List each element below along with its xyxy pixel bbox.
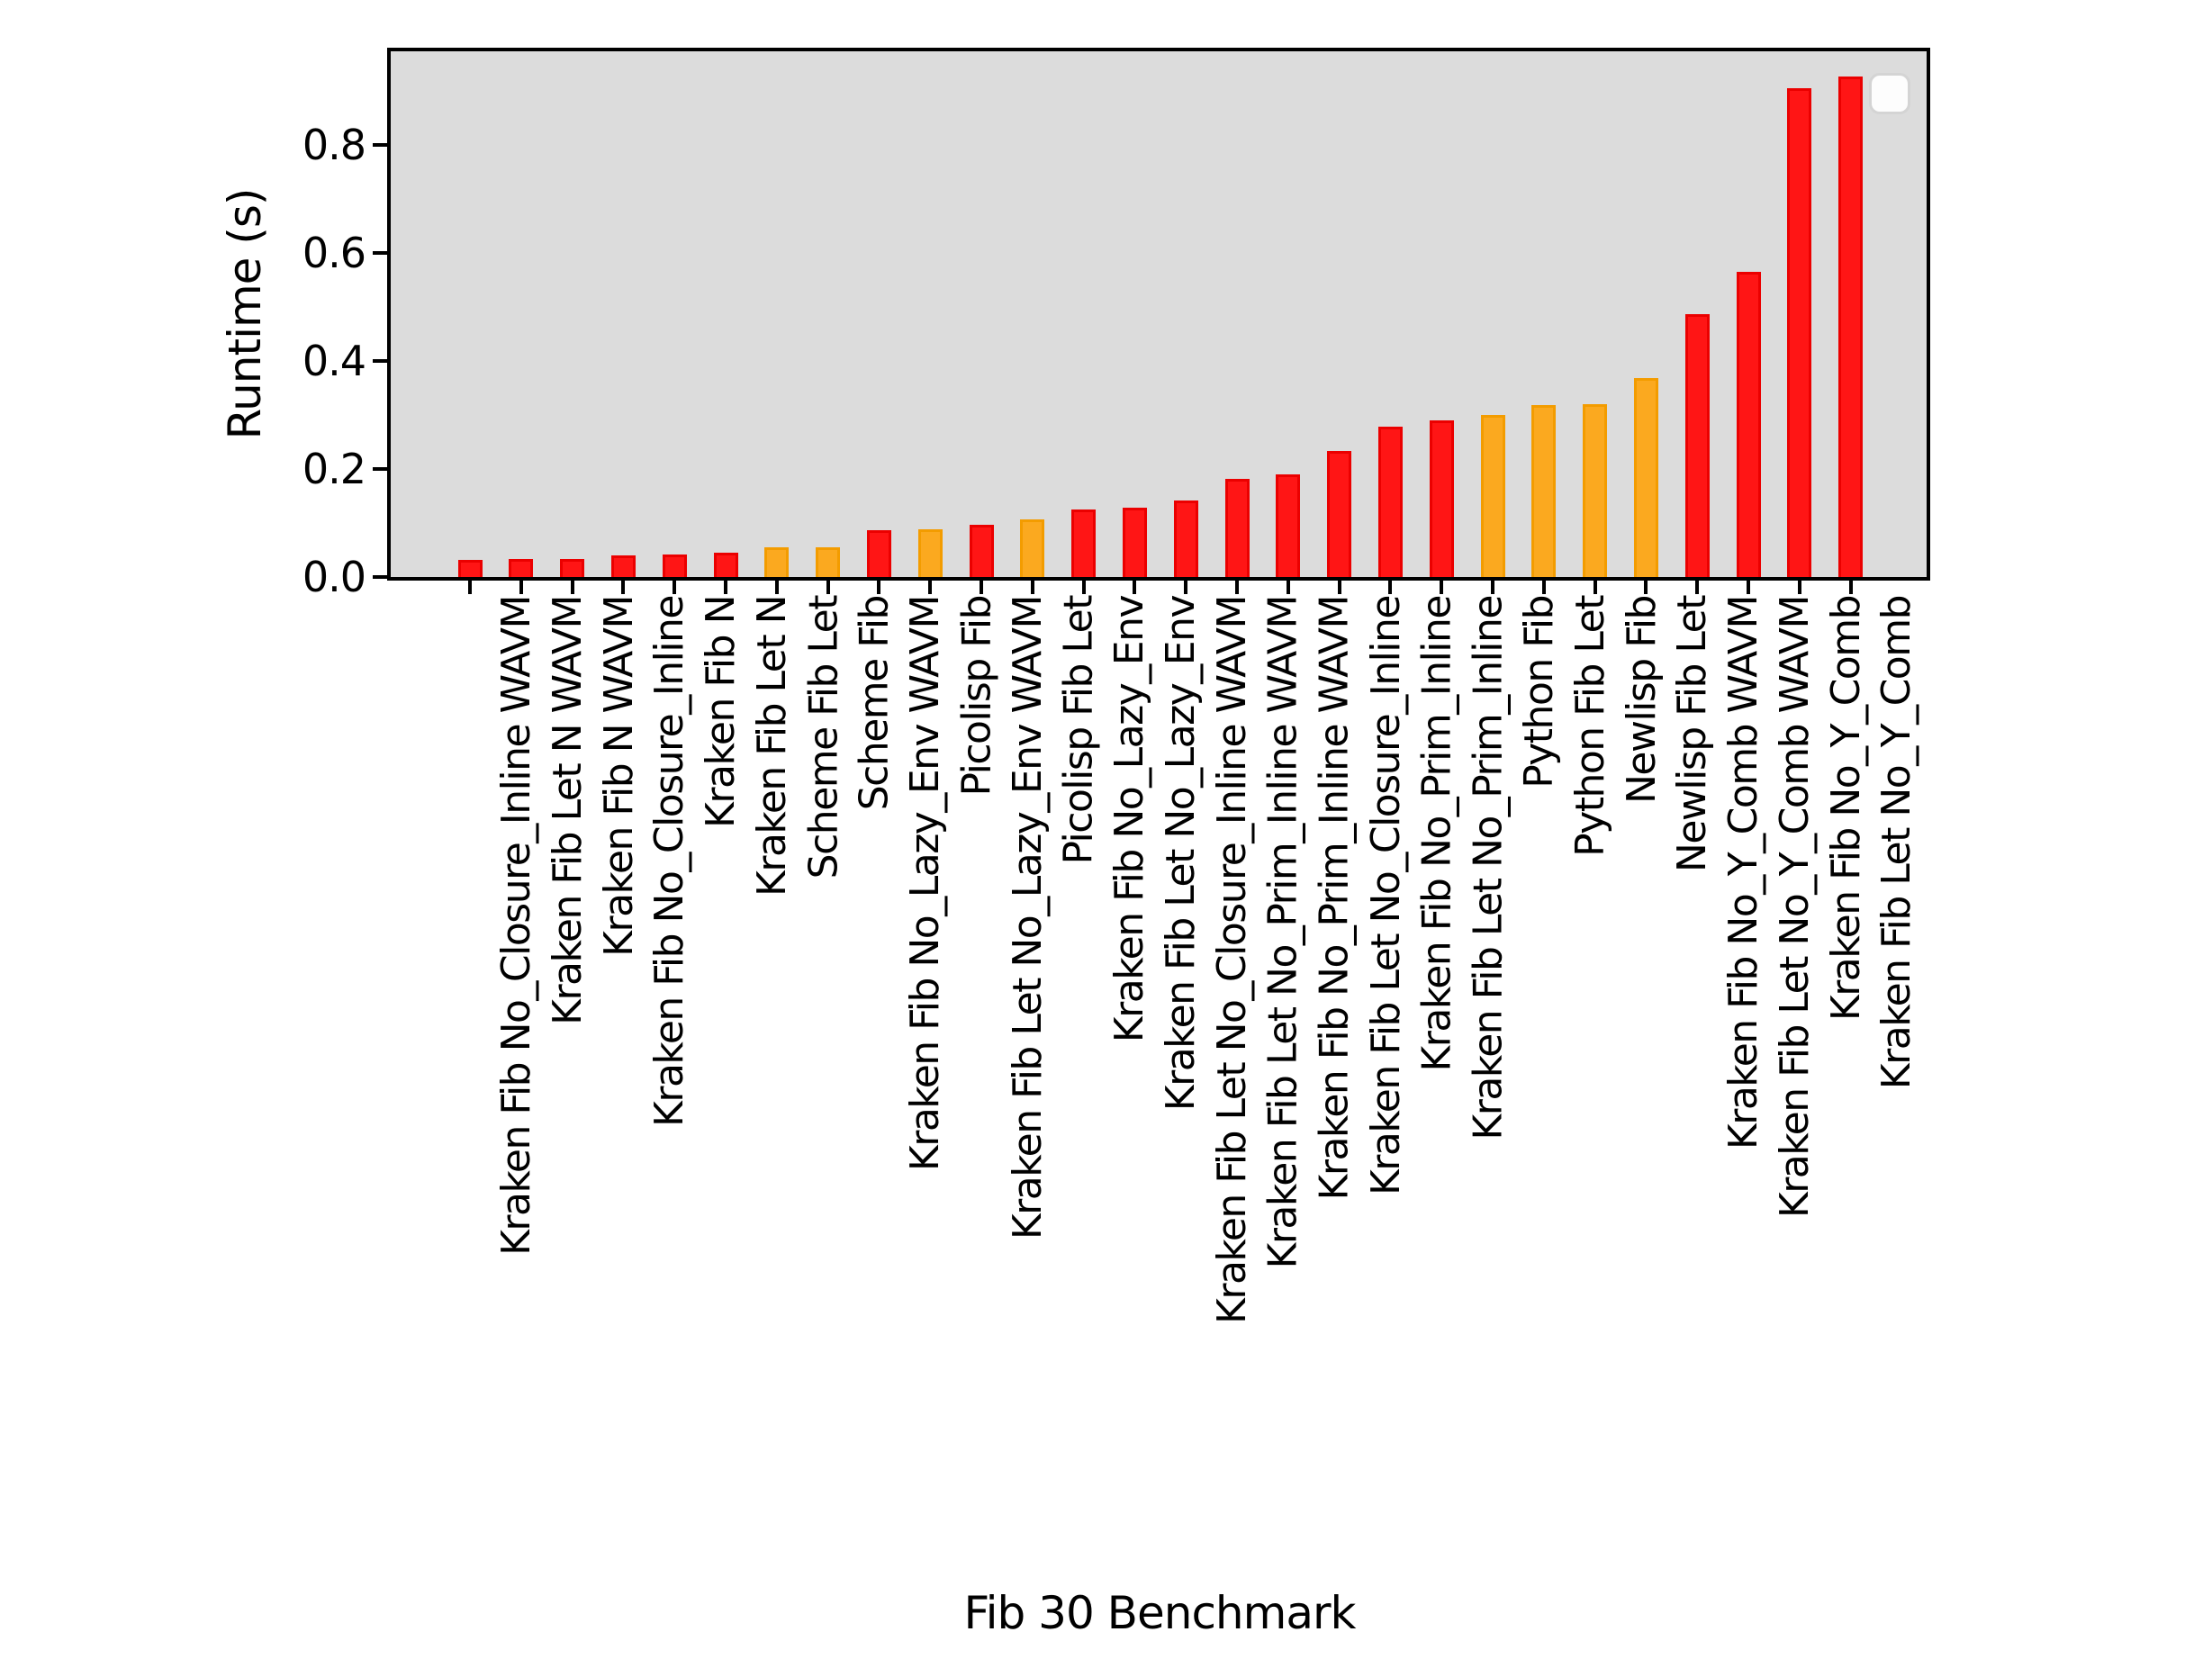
x-tick-label: Kraken Fib No_Closure_Inline WAVM [493,596,539,1256]
x-tick-label: Kraken Fib Let No_Prim_Inline WAVM [1260,596,1306,1269]
x-tick-mark [468,581,472,594]
x-tick-label: Kraken Fib Let No_Lazy_Env WAVM [1005,596,1051,1240]
bar [1020,519,1045,577]
bar [1838,77,1864,577]
x-tick-label: Kraken Fib Let No_Y_Comb [1873,596,1920,1090]
x-tick-label: Kraken Fib Let N WAVM [544,596,591,1025]
bar [1122,508,1147,577]
bar [713,553,738,577]
y-tick-mark [373,359,387,364]
x-tick-mark [1184,581,1188,594]
x-tick-mark [826,581,830,594]
x-tick-mark [1593,581,1597,594]
x-tick-mark [1030,581,1034,594]
bar [1276,474,1301,577]
x-tick-mark [1695,581,1700,594]
x-tick-label: Picolisp Fib [953,596,1000,797]
bar [1684,314,1710,577]
x-tick-mark [621,581,626,594]
x-tick-label: Kraken Fib No_Lazy_Env [1106,596,1153,1043]
bar [662,555,687,577]
x-tick-mark [1541,581,1546,594]
x-tick-mark [570,581,574,594]
x-tick-mark [724,581,727,594]
x-tick-label: Kraken Fib N WAVM [595,596,642,957]
x-tick-mark [1388,581,1393,594]
x-tick-mark [928,581,933,594]
x-tick-label: Python Fib Let [1566,596,1613,857]
bar [1531,405,1557,577]
bar [1071,509,1097,577]
x-tick-mark [1848,581,1853,594]
bar [1173,500,1198,577]
bar [1583,404,1608,577]
y-tick-label: 0.6 [302,229,366,278]
bar [1480,415,1505,577]
bar [1429,420,1454,577]
bar [816,547,841,577]
bar [509,559,534,577]
x-tick-mark [774,581,779,594]
x-tick-mark [1644,581,1648,594]
x-tick-mark [673,581,677,594]
bar [1787,88,1812,577]
y-tick-mark [373,143,387,148]
y-tick-label: 0.0 [302,553,366,601]
x-tick-label: Kraken Fib N [698,596,745,828]
x-tick-mark [1235,581,1239,594]
y-tick-mark [373,251,387,256]
x-tick-label: Kraken Fib No_Prim_Inline WAVM [1311,596,1358,1201]
plot-area [387,48,1930,581]
x-tick-label: Kraken Fib No_Y_Comb [1822,596,1869,1022]
x-tick-mark [1337,581,1341,594]
bar [457,560,483,577]
bar [1633,378,1658,577]
bar [917,529,943,577]
y-tick-label: 0.8 [302,121,366,170]
x-tick-label: Scheme Fib [851,596,898,811]
x-tick-label: Python Fib [1516,596,1562,789]
x-tick-mark [1440,581,1444,594]
bar [969,525,994,577]
x-tick-mark [1491,581,1494,594]
x-tick-label: Kraken Fib Let No_Closure_Inline [1362,596,1409,1196]
x-tick-mark [1081,581,1086,594]
bar [560,559,585,577]
x-tick-label: Kraken Fib Let N [749,596,795,897]
y-tick-mark [373,575,387,579]
x-tick-mark [980,581,983,594]
bar [1736,272,1761,577]
x-tick-label: Kraken Fib Let No_Closure_Inline WAVM [1209,596,1256,1324]
y-tick-label: 0.2 [302,445,366,494]
x-tick-label: Newlisp Fib [1618,596,1665,805]
x-tick-mark [877,581,881,594]
bar [764,547,790,577]
x-tick-label: Kraken Fib No_Closure_Inline [646,596,693,1127]
x-tick-label: Kraken Fib No_Y_Comb WAVM [1720,596,1767,1150]
x-tick-label: Kraken Fib Let No_Lazy_Env [1158,596,1205,1112]
y-tick-label: 0.4 [302,337,366,386]
bar [1377,427,1403,577]
x-tick-label: Scheme Fib Let [799,596,846,879]
x-tick-label: Kraken Fib Let No_Prim_Inline [1465,596,1512,1141]
legend-box [1869,73,1910,114]
x-tick-mark [1133,581,1137,594]
bar [1327,451,1352,577]
y-axis-title: Runtime (s) [219,188,271,440]
x-tick-mark [1747,581,1750,594]
x-tick-label: Kraken Fib Let No_Y_Comb WAVM [1772,596,1818,1219]
y-tick-mark [373,467,387,472]
x-tick-mark [1797,581,1801,594]
x-tick-mark [519,581,523,594]
bar [866,530,891,577]
x-axis-title: Fib 30 Benchmark [963,1587,1357,1639]
x-tick-mark [1286,581,1290,594]
x-tick-label: Kraken Fib No_Lazy_Env WAVM [902,596,949,1172]
x-tick-label: Picolisp Fib Let [1055,596,1102,865]
x-tick-label: Kraken Fib No_Prim_Inline [1413,596,1460,1072]
bar [1224,479,1250,577]
bar [610,555,636,577]
x-tick-label: Newlisp Fib Let [1669,596,1716,873]
